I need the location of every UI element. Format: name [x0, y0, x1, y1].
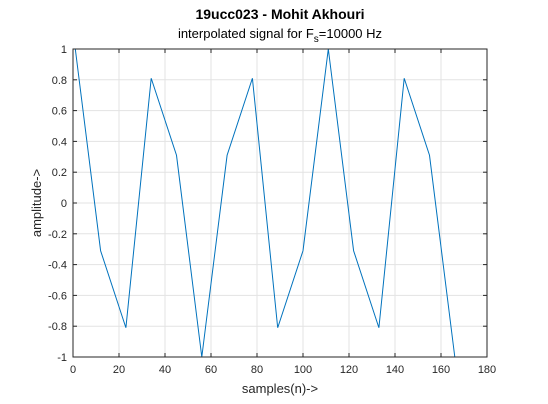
y-axis-label: amplitude->: [29, 169, 44, 237]
x-tick-labels: 0 20 40 60 80 100 120 140 160 180: [70, 364, 496, 376]
x-tick-label: 160: [432, 364, 450, 376]
y-tick-label: -0.8: [48, 321, 67, 333]
x-tick-label: 80: [251, 364, 263, 376]
y-tick-label: -0.4: [48, 260, 67, 272]
x-tick-label: 20: [113, 364, 125, 376]
x-tick-label: 0: [70, 364, 76, 376]
y-tick-label: 0.2: [52, 167, 67, 179]
chart-subtitle: interpolated signal for Fs=10000 Hz: [178, 26, 382, 45]
x-tick-label: 60: [205, 364, 217, 376]
x-tick-label: 140: [386, 364, 404, 376]
y-tick-label: 0.8: [52, 75, 67, 87]
x-tick-label: 100: [294, 364, 312, 376]
x-tick-label: 40: [159, 364, 171, 376]
y-tick-label: -0.6: [48, 290, 67, 302]
x-axis-label: samples(n)->: [242, 381, 318, 396]
chart-title: 19ucc023 - Mohit Akhouri: [195, 6, 364, 22]
y-tick-label: 0.6: [52, 106, 67, 118]
y-tick-label: 1: [61, 44, 67, 56]
x-tick-label: 120: [340, 364, 358, 376]
y-tick-label: 0: [61, 198, 67, 210]
y-tick-label: 0.4: [52, 136, 67, 148]
chart-subtitle-prefix: interpolated signal for F: [178, 26, 314, 41]
x-tick-label: 180: [478, 364, 496, 376]
y-tick-labels: 1 0.8 0.6 0.4 0.2 0 -0.2 -0.4 -0.6 -0.8 -1: [48, 44, 67, 364]
y-tick-label: -1: [57, 352, 67, 364]
chart-subtitle-suffix: =10000 Hz: [319, 26, 382, 41]
y-tick-label: -0.2: [48, 229, 67, 241]
